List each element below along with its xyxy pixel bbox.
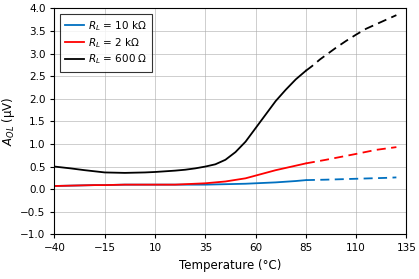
Y-axis label: $A_{OL}$ (µV): $A_{OL}$ (µV)	[0, 97, 18, 146]
Legend: $R_L$ = 10 k$\Omega$, $R_L$ = 2 k$\Omega$, $R_L$ = 600 $\Omega$: $R_L$ = 10 k$\Omega$, $R_L$ = 2 k$\Omega…	[59, 14, 153, 72]
X-axis label: Temperature (°C): Temperature (°C)	[179, 259, 282, 272]
